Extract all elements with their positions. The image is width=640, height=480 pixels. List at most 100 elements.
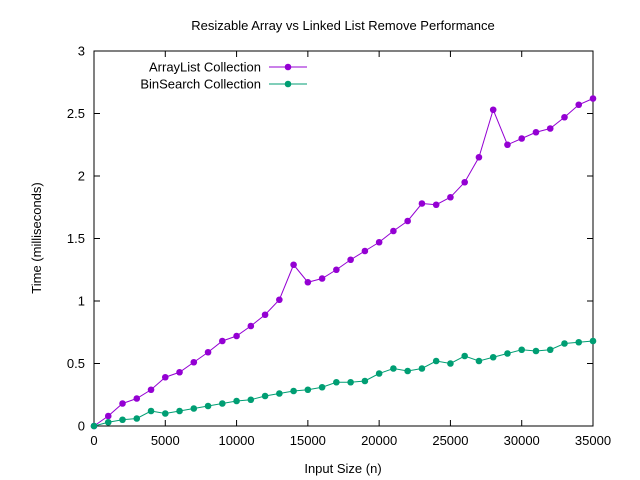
data-point xyxy=(347,378,354,386)
data-point xyxy=(361,247,369,255)
legend-marker xyxy=(284,80,292,88)
data-point xyxy=(290,261,297,269)
series-1 xyxy=(90,95,597,430)
data-point xyxy=(518,346,526,354)
y-tick-label: 3 xyxy=(78,44,85,59)
data-point xyxy=(276,296,283,304)
data-point xyxy=(119,416,126,424)
data-point xyxy=(219,400,226,407)
data-point xyxy=(418,200,426,207)
legend: ArrayList Collection BinSearch Collection xyxy=(140,60,307,92)
x-tick-label: 10000 xyxy=(218,433,254,448)
plot-frame xyxy=(93,50,594,427)
y-tick-label: 1 xyxy=(78,294,85,309)
data-point xyxy=(290,387,297,395)
legend-marker xyxy=(284,63,292,71)
data-point xyxy=(461,352,468,360)
data-point xyxy=(161,410,169,417)
data-point xyxy=(133,395,141,402)
data-point xyxy=(119,400,126,407)
data-point xyxy=(375,238,383,246)
data-point xyxy=(318,383,326,391)
data-point xyxy=(204,348,212,356)
data-point xyxy=(504,141,511,149)
y-tick-label: 2 xyxy=(78,169,85,184)
data-point xyxy=(432,201,440,209)
legend-label: BinSearch Collection xyxy=(140,77,261,92)
data-point xyxy=(318,275,326,282)
data-point xyxy=(390,227,397,235)
data-point xyxy=(447,360,454,367)
data-point xyxy=(375,370,383,377)
x-tick-label: 15000 xyxy=(290,433,326,448)
data-point xyxy=(475,357,483,365)
data-point xyxy=(489,353,497,361)
x-tick-label: 35000 xyxy=(575,433,611,448)
data-point xyxy=(133,415,141,422)
y-tick-label: 2.5 xyxy=(67,106,85,121)
x-tick-label: 0 xyxy=(90,433,97,448)
data-point xyxy=(532,347,540,355)
data-point xyxy=(161,373,169,381)
data-point xyxy=(432,357,440,365)
data-point xyxy=(489,106,497,114)
data-point xyxy=(589,337,597,345)
data-point xyxy=(233,332,240,340)
data-point xyxy=(475,153,483,161)
x-tick-label: 25000 xyxy=(432,433,468,448)
data-point xyxy=(190,405,198,412)
data-point xyxy=(418,365,426,372)
data-point xyxy=(546,125,554,132)
data-point xyxy=(247,322,255,330)
data-point xyxy=(546,346,554,354)
data-point xyxy=(104,412,112,420)
data-point xyxy=(204,402,212,410)
data-point xyxy=(261,392,269,400)
data-point xyxy=(219,337,226,345)
legend-label: ArrayList Collection xyxy=(149,60,261,75)
data-point xyxy=(575,101,583,109)
data-point xyxy=(276,390,283,397)
data-point xyxy=(390,365,397,372)
data-point xyxy=(589,95,597,102)
axis-ticks: 0 5000 10000 15000 20000 25000 30000 35000 0 0.5 1… xyxy=(67,44,611,449)
data-point xyxy=(447,193,454,201)
y-tick-label: 0.5 xyxy=(67,356,85,371)
data-point xyxy=(190,358,198,366)
data-point xyxy=(333,378,340,386)
data-point xyxy=(176,368,183,376)
data-point xyxy=(361,377,369,385)
data-point xyxy=(404,217,411,225)
data-point xyxy=(461,178,468,186)
x-tick-label: 5000 xyxy=(151,433,180,448)
data-point xyxy=(304,386,312,394)
data-point xyxy=(104,418,112,426)
data-point xyxy=(147,407,155,415)
data-point xyxy=(147,386,155,394)
data-point xyxy=(261,311,269,319)
data-point xyxy=(518,135,526,142)
data-point xyxy=(532,128,540,136)
y-tick-label: 1.5 xyxy=(67,231,85,246)
series-layer xyxy=(90,95,597,430)
data-point xyxy=(561,113,568,121)
data-point xyxy=(504,350,511,357)
data-point xyxy=(333,266,340,274)
data-point xyxy=(404,367,411,375)
series-line xyxy=(93,340,594,427)
data-point xyxy=(304,278,312,286)
x-tick-label: 20000 xyxy=(361,433,397,448)
data-point xyxy=(561,340,568,347)
data-point xyxy=(575,338,583,346)
y-axis-label: Time (milliseconds) xyxy=(29,182,44,293)
series-2 xyxy=(90,337,597,430)
x-tick-label: 30000 xyxy=(504,433,540,448)
data-point xyxy=(176,407,183,415)
data-point xyxy=(247,396,255,404)
series-line xyxy=(93,98,594,427)
x-axis-label: Input Size (n) xyxy=(304,461,381,476)
y-tick-label: 0 xyxy=(78,419,85,434)
data-point xyxy=(90,422,98,430)
data-point xyxy=(347,256,354,264)
